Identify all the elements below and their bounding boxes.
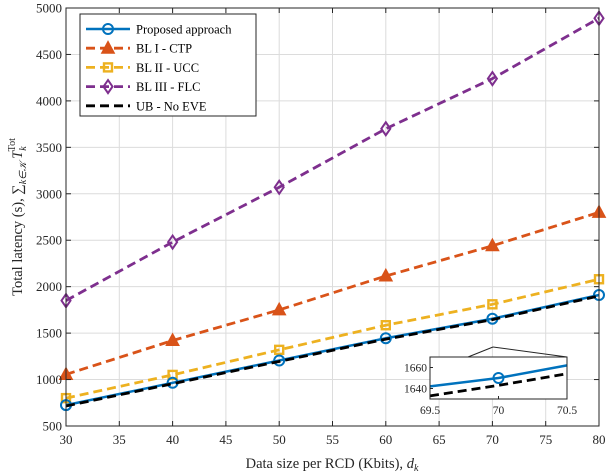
y-tick-label-8: 4500: [36, 47, 62, 62]
axis-ticks: 30 35 40 45 50 55 60 65 70 75 80 500 1000 1500 2000 250…: [36, 1, 606, 448]
series-point-bl-iii-flc-3: [380, 120, 392, 138]
series-line-bl-ii-ucc: [65, 277, 600, 400]
y-tick-label-9: 5000: [36, 1, 62, 16]
legend-marker-bl-iii-flc: [102, 78, 114, 95]
series-point-bl-ii-ucc-3: [380, 320, 391, 331]
y-tick-label-6: 3500: [36, 140, 62, 155]
legend-box: [79, 13, 257, 117]
series-line-bl-i-ctp: [65, 211, 600, 376]
x-tick-label-7: 65: [433, 432, 446, 447]
inset-series-line-proposed-approach: [429, 364, 568, 388]
y-tick-label-5: 3000: [36, 186, 62, 201]
y-axis-label-sum-subscript: k∈𝒦: [18, 158, 29, 184]
x-tick-label-0: 30: [60, 432, 73, 447]
inset-series-point-proposed-approach: [492, 372, 505, 384]
y-tick-label-2: 1500: [36, 326, 62, 341]
y-tick-label-0: 500: [43, 419, 63, 434]
x-axis-label-subscript: k: [414, 463, 419, 474]
inset-zoom: 69.5 70 70.5 1640 1660: [404, 346, 577, 418]
series-bl-iii-flc: [60, 9, 605, 309]
inset-connector-right: [492, 346, 568, 358]
x-tick-label-8: 70: [486, 432, 499, 447]
series-point-bl-ii-ucc-2: [274, 344, 285, 356]
legend: Proposed approach BL I - CTP BL II - UCC BL…: [79, 13, 257, 117]
series-point-bl-i-ctp-4: [485, 237, 500, 252]
legend-label-ub-no-eve: UB - No EVE: [136, 99, 207, 113]
series-point-bl-ii-ucc-1: [167, 369, 178, 381]
y-tick-label-3: 2000: [36, 279, 62, 294]
x-tick-label-2: 40: [166, 432, 179, 447]
legend-label-bl-iii-flc: BL III - FLC: [136, 80, 200, 94]
y-tick-label-7: 4000: [36, 93, 62, 108]
series-point-bl-i-ctp-1: [165, 332, 180, 347]
y-tick-label-4: 2500: [36, 233, 62, 248]
series-ub-no-eve: [65, 294, 600, 408]
series-bl-i-ctp: [58, 204, 607, 380]
inset-x-tick-label-1: 70: [493, 405, 505, 417]
series-point-bl-iii-flc-2: [273, 179, 285, 196]
series-layer: [58, 9, 607, 412]
series-point-proposed-approach-2: [273, 354, 286, 367]
y-axis-label-variable-superscript: Tot: [7, 138, 18, 151]
inset-series-line-ub-no-eve: [429, 372, 568, 398]
series-point-bl-i-ctp-2: [271, 301, 287, 316]
x-tick-label-4: 50: [273, 432, 286, 447]
x-tick-label-1: 35: [113, 432, 126, 447]
x-axis-label: Data size per RCD (Kbits), dk: [246, 456, 419, 474]
inset-y-tick-label-0: 1640: [404, 384, 427, 396]
series-point-bl-i-ctp-3: [378, 267, 394, 282]
legend-marker-bl-i-ctp: [100, 40, 116, 54]
x-tick-label-6: 60: [379, 432, 392, 447]
x-tick-label-10: 80: [593, 432, 606, 447]
y-axis-label-variable: T: [10, 150, 26, 159]
y-tick-label-1: 1000: [36, 372, 62, 387]
x-tick-label-9: 75: [539, 432, 552, 447]
y-axis-label-sum: ∑: [10, 184, 26, 194]
y-axis-label-variable-subscript: k: [18, 146, 29, 151]
y-axis-label: Total latency (s), ∑k∈𝒦TkTot: [7, 138, 29, 296]
series-line-bl-iii-flc: [65, 16, 600, 302]
legend-marker-bl-ii-ucc: [102, 62, 114, 73]
inset-x-tick-label-2: 70.5: [557, 405, 577, 417]
inset-series-layer: [429, 364, 568, 398]
series-bl-ii-ucc: [60, 274, 605, 404]
inset-x-tick-label-0: 69.5: [420, 405, 440, 417]
series-point-bl-iii-flc-1: [166, 233, 179, 251]
x-tick-label-3: 45: [219, 432, 232, 447]
x-axis-label-variable: d: [407, 456, 415, 472]
x-tick-label-5: 55: [326, 432, 339, 447]
series-point-proposed-approach-3: [379, 332, 392, 345]
inset-connector-left: [467, 346, 494, 358]
legend-label-proposed-approach: Proposed approach: [136, 23, 232, 37]
inset-y-tick-label-1: 1660: [404, 363, 427, 375]
series-line-ub-no-eve: [65, 294, 600, 408]
legend-label-bl-i-ctp: BL I - CTP: [136, 42, 192, 56]
legend-marker-proposed-approach: [102, 23, 114, 35]
inset-ticks: 69.5 70 70.5 1640 1660: [404, 363, 577, 418]
series-point-bl-iii-flc-4: [486, 70, 499, 87]
legend-label-bl-ii-ucc: BL II - UCC: [136, 61, 199, 75]
series-point-bl-ii-ucc-4: [487, 299, 498, 310]
